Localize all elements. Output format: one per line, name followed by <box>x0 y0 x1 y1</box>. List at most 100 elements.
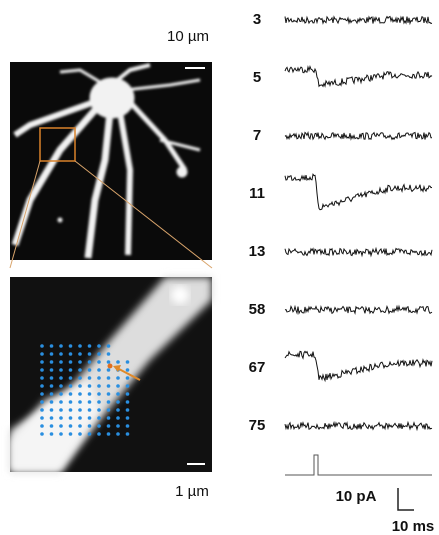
grid-dot <box>88 344 92 348</box>
grid-dot <box>97 400 101 404</box>
grid-dot <box>97 360 101 364</box>
stimulus-trace <box>285 455 432 475</box>
grid-dot <box>107 424 111 428</box>
grid-dot <box>69 408 73 412</box>
grid-dot <box>59 376 63 380</box>
grid-dot <box>97 368 101 372</box>
grid-dot <box>107 384 111 388</box>
grid-dot <box>40 416 44 420</box>
grid-dot <box>88 424 92 428</box>
grid-dot <box>107 352 111 356</box>
grid-dot <box>40 360 44 364</box>
grid-dot <box>50 400 54 404</box>
figure: 10 µm 1 µm 3571113586775 10 pA 10 ms <box>0 0 439 535</box>
grid-dot <box>59 408 63 412</box>
grid-dot <box>50 368 54 372</box>
grid-dot <box>78 424 82 428</box>
grid-dot <box>40 392 44 396</box>
scale-label: 1 µm <box>175 483 209 500</box>
trace-label: 11 <box>249 185 265 202</box>
grid-dot <box>88 416 92 420</box>
scale-label: 10 µm <box>167 28 209 45</box>
current-trace <box>285 423 432 430</box>
grid-dot <box>126 408 130 412</box>
trace-label: 3 <box>253 11 261 28</box>
grid-dot <box>78 352 82 356</box>
grid-dot <box>78 392 82 396</box>
grid-dot <box>40 432 44 436</box>
current-trace <box>285 249 432 256</box>
grid-dot <box>50 376 54 380</box>
grid-dot <box>40 400 44 404</box>
current-trace <box>285 351 432 380</box>
grid-dot <box>69 368 73 372</box>
trace-label: 75 <box>249 417 266 434</box>
grid-dot <box>40 368 44 372</box>
grid-dot <box>126 392 130 396</box>
grid-dot <box>107 408 111 412</box>
grid-dot <box>97 424 101 428</box>
grid-dot <box>116 416 120 420</box>
grid-dot <box>69 344 73 348</box>
grid-dot <box>97 416 101 420</box>
grid-dot <box>88 432 92 436</box>
scale-bar <box>398 488 414 510</box>
grid-dot <box>78 384 82 388</box>
grid-dot <box>59 352 63 356</box>
trace-label: 7 <box>253 127 261 144</box>
grid-dot <box>97 408 101 412</box>
grid-dot <box>88 360 92 364</box>
grid-dot <box>69 352 73 356</box>
trace-label: 67 <box>249 359 266 376</box>
scale-label: 10 pA <box>336 488 377 505</box>
grid-dot <box>59 344 63 348</box>
grid-dot <box>88 408 92 412</box>
zoom-image <box>10 277 212 472</box>
grid-dot <box>126 400 130 404</box>
grid-dot <box>116 400 120 404</box>
current-trace <box>285 17 432 24</box>
grid-dot <box>88 392 92 396</box>
grid-dot <box>126 368 130 372</box>
grid-dot <box>50 352 54 356</box>
grid-dot <box>97 376 101 380</box>
grid-dot <box>50 392 54 396</box>
grid-dot <box>97 352 101 356</box>
trace-label: 58 <box>249 301 266 318</box>
grid-dot <box>40 344 44 348</box>
grid-dot <box>116 376 120 380</box>
grid-dot <box>59 360 63 364</box>
grid-dot <box>107 392 111 396</box>
grid-dot <box>78 416 82 420</box>
grid-dot <box>69 376 73 380</box>
current-trace <box>285 67 432 87</box>
grid-dot <box>69 360 73 364</box>
grid-dot <box>59 392 63 396</box>
grid-dot <box>88 352 92 356</box>
grid-dot <box>59 368 63 372</box>
grid-dot <box>97 384 101 388</box>
grid-dot <box>69 392 73 396</box>
grid-dot <box>50 424 54 428</box>
grid-dot <box>50 384 54 388</box>
grid-dot <box>50 408 54 412</box>
grid-dot <box>116 392 120 396</box>
grid-dot <box>59 432 63 436</box>
grid-dot <box>40 408 44 412</box>
current-trace <box>285 133 432 140</box>
grid-dot <box>97 392 101 396</box>
current-trace <box>285 174 432 209</box>
grid-dot <box>126 432 130 436</box>
current-trace <box>285 307 432 314</box>
grid-dot <box>59 384 63 388</box>
trace-label: 5 <box>253 69 261 86</box>
grid-dot <box>50 360 54 364</box>
grid-dot <box>40 424 44 428</box>
grid-dot <box>116 360 120 364</box>
grid-dot <box>78 408 82 412</box>
grid-dot <box>69 416 73 420</box>
grid-dot <box>88 376 92 380</box>
grid-dot <box>116 408 120 412</box>
grid-dot <box>88 400 92 404</box>
grid-dot <box>59 400 63 404</box>
